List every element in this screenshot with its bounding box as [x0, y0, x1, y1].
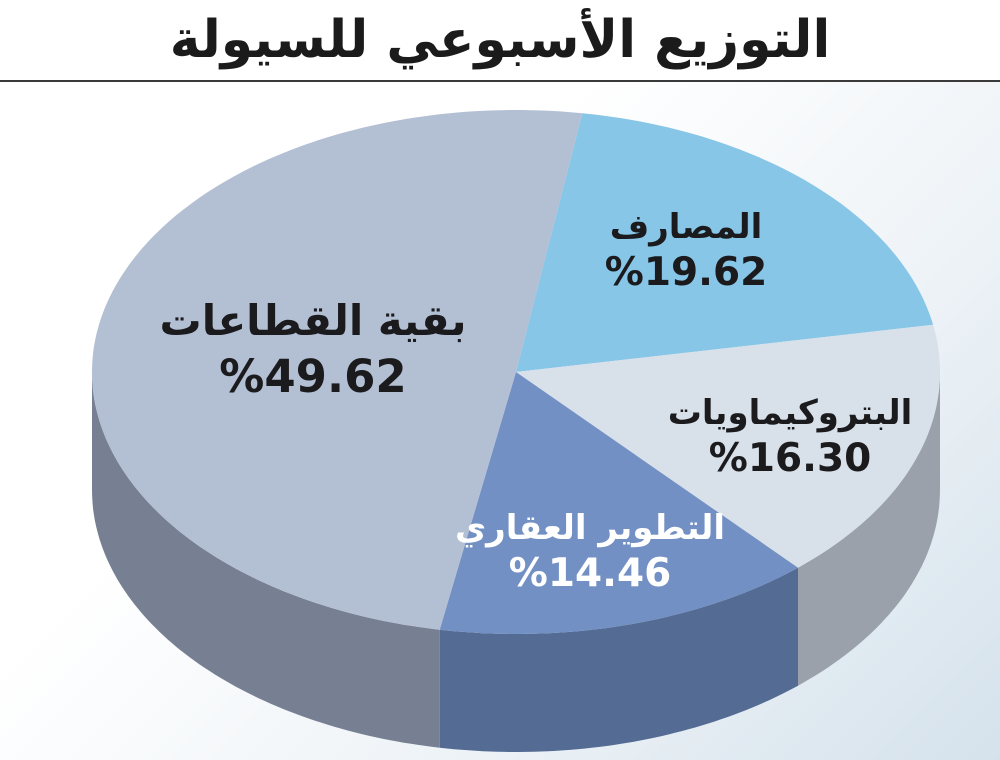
slice-percent-realestate: %14.46: [508, 551, 672, 597]
pie-side-realestate: [439, 567, 798, 752]
pie-slice-other-sectors: [92, 110, 583, 630]
pie-slice-realestate: [439, 372, 798, 634]
pie-slice-banks: [516, 113, 934, 372]
pie-side-other-sectors: [92, 372, 440, 748]
slice-label-realestate: التطوير العقاري %14.46: [454, 508, 726, 597]
slice-label-petrochemicals: البتروكيماويات %16.30: [667, 393, 913, 482]
slice-name-petrochemicals: البتروكيماويات: [667, 393, 913, 434]
chart-title: التوزيع الأسبوعي للسيولة: [169, 10, 831, 70]
chart-header: التوزيع الأسبوعي للسيولة: [0, 0, 1000, 80]
slice-percent-petrochemicals: %16.30: [708, 436, 872, 482]
slice-label-banks: المصارف %19.62: [604, 207, 768, 296]
pie-slice-petrochem: [516, 324, 940, 568]
slice-percent-other-sectors: %49.62: [219, 350, 407, 404]
title-separator-line: [0, 80, 1000, 82]
slice-name-banks: المصارف: [609, 207, 763, 248]
slice-name-realestate: التطوير العقاري: [454, 508, 726, 549]
slice-percent-banks: %19.62: [604, 250, 768, 296]
pie-side-petrochem: [798, 372, 940, 686]
slice-name-other-sectors: بقية القطاعات: [159, 295, 467, 345]
slice-label-other-sectors: بقية القطاعات %49.62: [159, 295, 467, 404]
